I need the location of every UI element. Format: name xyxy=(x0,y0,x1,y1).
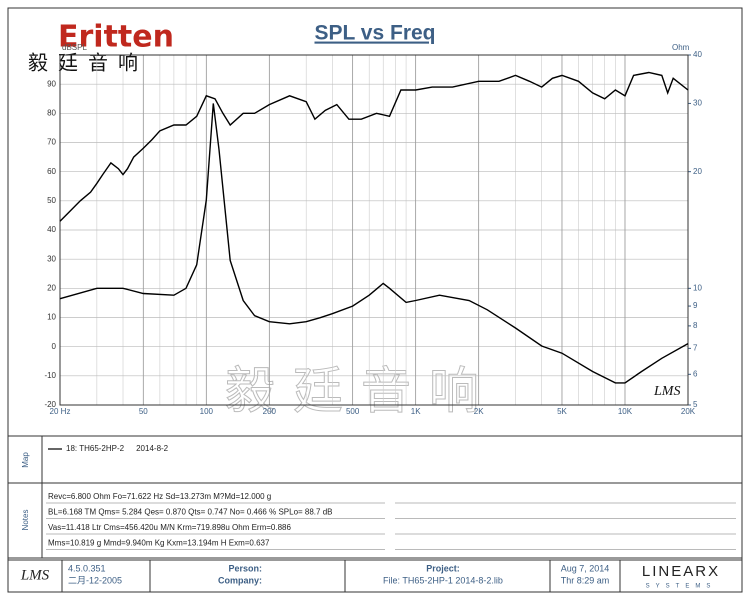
time: Thr 8:29 am xyxy=(561,575,610,585)
x-tick-label: 200 xyxy=(263,407,277,416)
logo-brand: Eritten xyxy=(58,20,174,55)
y-tick-label: -10 xyxy=(44,371,56,380)
watermark: 毅廷音响 xyxy=(225,363,497,419)
version: 4.5.0.351 xyxy=(68,563,106,573)
footer-logo: LMS xyxy=(20,567,50,583)
y2-tick-label: 10 xyxy=(693,283,702,292)
y-tick-label: 70 xyxy=(47,138,56,147)
y-tick-label: -20 xyxy=(44,400,56,409)
footer-brand: LINEARX xyxy=(642,563,720,580)
y2-tick-label: 7 xyxy=(693,343,698,352)
y-tick-label: 10 xyxy=(47,313,56,322)
y2-tick-label: 6 xyxy=(693,369,698,378)
notes-section xyxy=(7,482,743,559)
note-line: Revc=6.800 Ohm Fo=71.622 Hz Sd=13.273m M… xyxy=(48,492,271,501)
y-tick-label: 0 xyxy=(52,342,57,351)
logo-chinese: 毅廷音响 xyxy=(28,51,148,74)
version-date: 二月-12-2005 xyxy=(68,575,122,585)
map-section xyxy=(7,435,743,484)
note-line: BL=6.168 TM Qms= 5.284 Qes= 0.870 Qts= 0… xyxy=(48,508,332,517)
plot-frame xyxy=(59,54,689,406)
x-tick-label: 2K xyxy=(474,407,484,416)
x-tick-label: 10K xyxy=(618,407,633,416)
legend-date: 2014-8-2 xyxy=(136,444,169,453)
person: Person: xyxy=(228,563,262,573)
map-label: Map xyxy=(21,452,30,468)
y2-tick-label: 40 xyxy=(693,50,702,59)
y2-tick-label: 30 xyxy=(693,99,702,108)
file: File: TH65-2HP-1 2014-8-2.lib xyxy=(383,575,503,585)
y-axis-label: dBSPL xyxy=(62,43,87,52)
series-line xyxy=(59,103,689,384)
date: Aug 7, 2014 xyxy=(561,563,610,573)
y-tick-label: 20 xyxy=(47,283,56,292)
x-tick-label: 100 xyxy=(200,407,214,416)
y2-tick-label: 8 xyxy=(693,321,698,330)
notes-label: Notes xyxy=(21,510,30,531)
y-tick-label: 40 xyxy=(47,225,56,234)
y2-tick-label: 5 xyxy=(693,400,698,409)
x-tick-label: 20 Hz xyxy=(50,407,71,416)
note-line: Mms=10.819 g Mmd=9.940m Kg Kxm=13.194m H… xyxy=(48,539,270,548)
y2-tick-label: 9 xyxy=(693,301,698,310)
y-tick-label: 50 xyxy=(47,196,56,205)
x-tick-label: 5K xyxy=(557,407,567,416)
footer-brand-sub: SYSTEMS xyxy=(646,584,717,590)
legend-label: 18: TH65-2HP-2 xyxy=(66,444,125,453)
company: Company: xyxy=(218,575,262,585)
project: Project: xyxy=(426,563,460,573)
y2-axis-label: Ohm xyxy=(672,43,690,52)
x-tick-label: 50 xyxy=(139,407,148,416)
y-tick-label: 60 xyxy=(47,167,56,176)
chart-title: SPL vs Freq xyxy=(315,22,436,45)
x-tick-label: 1K xyxy=(411,407,421,416)
x-tick-label: 20K xyxy=(681,407,696,416)
footer xyxy=(7,559,743,593)
y-tick-label: 90 xyxy=(47,79,56,88)
y2-tick-label: 20 xyxy=(693,167,702,176)
x-tick-label: 500 xyxy=(346,407,360,416)
plot-mark: LMS xyxy=(653,384,680,399)
y-tick-label: 80 xyxy=(47,108,56,117)
outer-border xyxy=(7,7,743,593)
y-tick-label: 30 xyxy=(47,254,56,263)
note-line: Vas=11.418 Ltr Cms=456.420u M/N Krm=719.… xyxy=(48,523,292,532)
series-line xyxy=(59,71,689,222)
